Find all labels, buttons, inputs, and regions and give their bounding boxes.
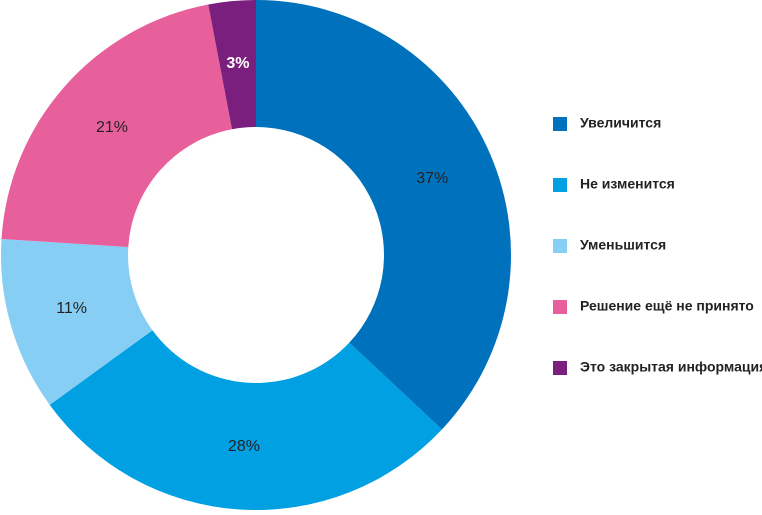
legend-swatch	[553, 300, 567, 314]
legend-label: Увеличится	[580, 115, 661, 131]
legend-label: Уменьшится	[580, 237, 666, 253]
data-label: 28%	[228, 438, 260, 455]
legend-swatch	[553, 239, 567, 253]
donut-slice	[1, 238, 153, 405]
legend-label: Это закрытая информация	[580, 359, 762, 375]
data-label: 37%	[416, 170, 448, 187]
legend-swatch	[553, 361, 567, 375]
legend-swatch	[553, 178, 567, 192]
donut-slice	[208, 0, 256, 130]
donut-slice	[49, 330, 442, 511]
data-label: 3%	[226, 55, 249, 72]
legend-label: Решение ещё не принято	[580, 298, 754, 314]
data-label: 11%	[56, 300, 87, 317]
legend-swatch	[553, 117, 567, 131]
donut-slice	[256, 0, 512, 430]
legend-label: Не изменится	[580, 176, 675, 192]
donut-slice	[1, 4, 233, 247]
data-label: 21%	[96, 119, 128, 136]
